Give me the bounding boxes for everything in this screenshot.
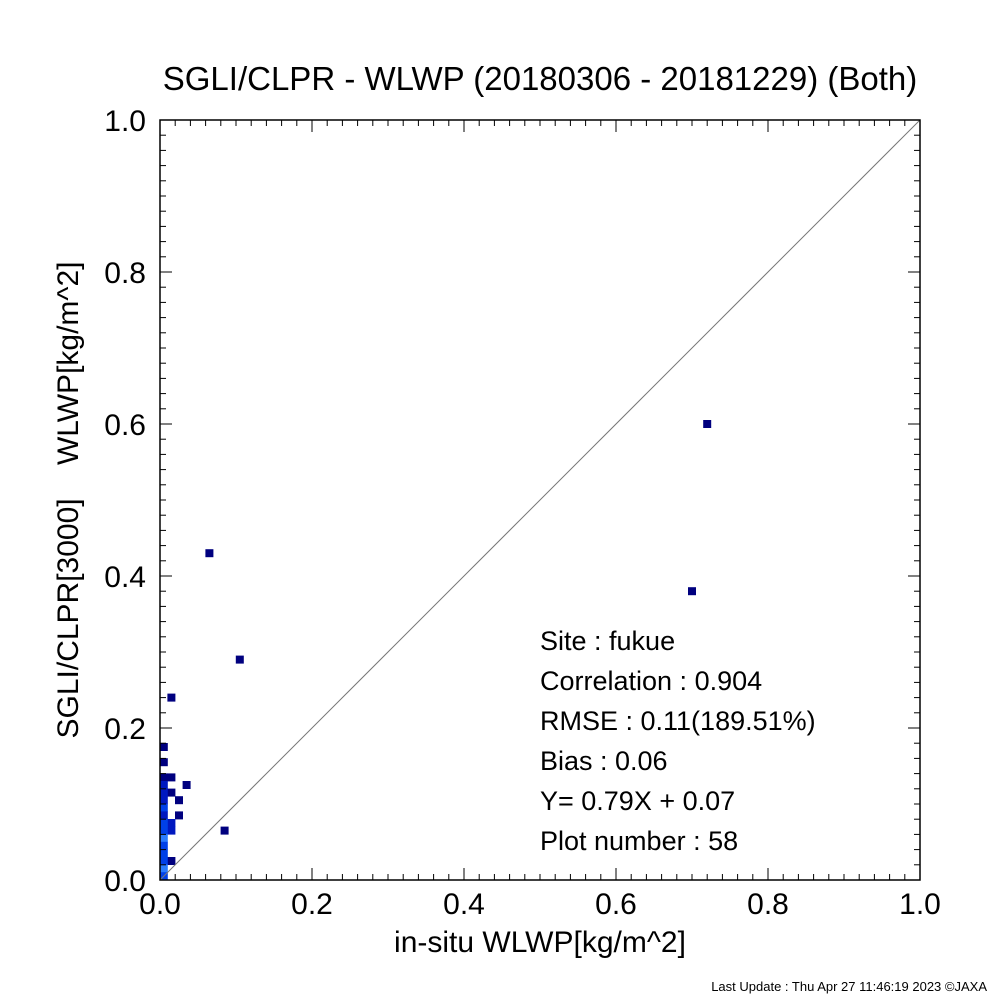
x-tick-label: 0.2	[291, 888, 333, 921]
data-point-26	[159, 849, 168, 858]
data-point-18	[159, 788, 168, 797]
statistics-panel: Site : fukue Correlation : 0.904 RMSE : 0.…	[540, 626, 816, 856]
data-point-27	[159, 857, 168, 865]
data-point-17	[159, 781, 168, 789]
data-point-13	[167, 826, 176, 835]
data-point-4	[167, 693, 176, 702]
data-point-24	[159, 834, 168, 843]
x-tick-label: 0.6	[595, 888, 637, 921]
data-point-19	[159, 796, 168, 805]
data-point-10	[167, 788, 176, 797]
data-point-2	[205, 549, 214, 558]
y-axis-label: SGLI/CLPR[3000] WLWP[kg/m^2]	[52, 261, 85, 738]
y-tick-label: 1.0	[104, 105, 146, 138]
x-tick-label: 0.8	[747, 888, 789, 921]
data-point-20	[159, 803, 168, 812]
data-point-22	[159, 819, 168, 827]
data-point-25	[159, 841, 168, 850]
data-point-5	[220, 826, 229, 835]
y-tick-label: 0.8	[104, 257, 146, 290]
data-point-1	[688, 587, 696, 596]
data-point-21	[159, 811, 168, 820]
data-point-9	[167, 857, 176, 865]
y-tick-label: 0.0	[104, 865, 146, 898]
data-point-15	[159, 758, 168, 767]
x-tick-label: 1.0	[899, 888, 941, 921]
data-point-16	[159, 773, 168, 782]
stat-line: RMSE : 0.11(189.51%)	[540, 706, 816, 736]
data-point-3	[235, 655, 244, 664]
axis-ticks	[159, 119, 921, 881]
data-point-23	[159, 826, 168, 835]
identity-line	[159, 119, 921, 881]
data-point-8	[175, 811, 183, 820]
stat-line: Y= 0.79X + 0.07	[540, 786, 735, 816]
y-tick-label: 0.4	[104, 561, 146, 594]
data-point-11	[167, 773, 176, 782]
x-axis-label: in-situ WLWP[kg/m^2]	[394, 926, 686, 959]
stat-line: Bias : 0.06	[540, 746, 668, 776]
data-point-0	[703, 420, 712, 428]
y-tick-label: 0.6	[104, 409, 146, 442]
stat-line: Plot number : 58	[540, 826, 738, 856]
stat-line: Correlation : 0.904	[540, 666, 762, 696]
axis-tick-labels: 0.0 0.2 0.4 0.6 0.8 1.0 0.0 0.2 0.4 0.6 0.8 1.0	[104, 105, 941, 921]
data-point-28	[159, 864, 168, 873]
stat-line: Site : fukue	[540, 626, 675, 656]
data-point-7	[175, 796, 183, 805]
data-point-12	[167, 819, 176, 827]
x-tick-label: 0.0	[139, 888, 181, 921]
x-tick-label: 0.4	[443, 888, 485, 921]
data-point-6	[182, 781, 191, 789]
data-point-14	[159, 743, 168, 751]
y-tick-label: 0.2	[104, 713, 146, 746]
last-update-footer: Last Update : Thu Apr 27 11:46:19 2023 ©…	[711, 979, 987, 994]
chart-title: SGLI/CLPR - WLWP (20180306 - 20181229) (…	[163, 60, 918, 97]
